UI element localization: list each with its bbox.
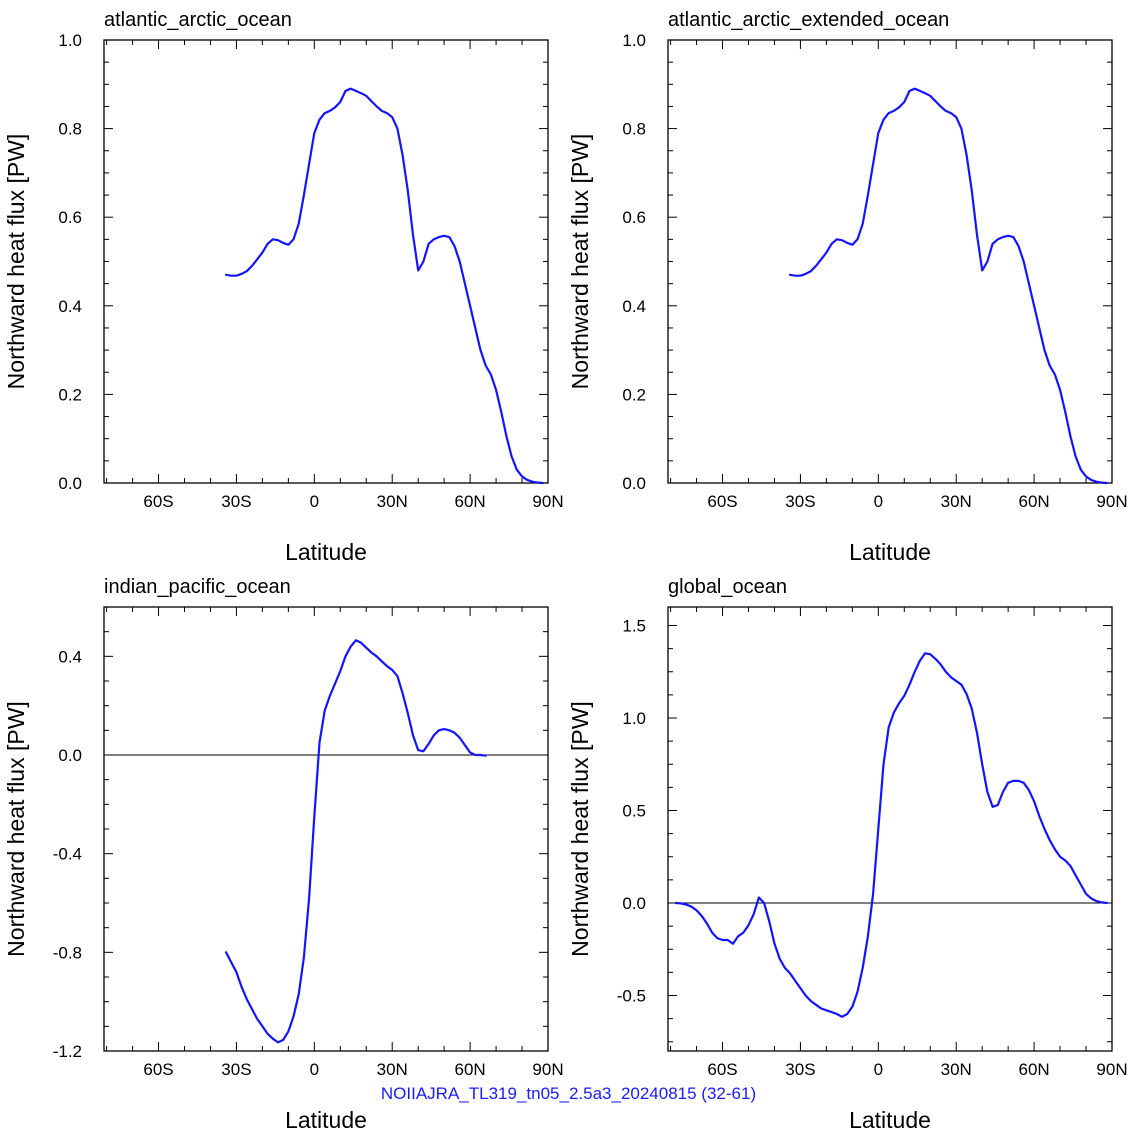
- y-tick-label: 0.8: [58, 120, 82, 139]
- panel-title: indian_pacific_ocean: [104, 576, 291, 598]
- x-axis-label: Latitude: [849, 539, 931, 565]
- x-tick-label: 0: [874, 492, 883, 511]
- y-tick-label: 0.6: [58, 208, 82, 227]
- x-tick-label: 0: [310, 492, 319, 511]
- x-axis-label: Latitude: [285, 539, 367, 565]
- heat-flux-series-line: [788, 87, 1108, 485]
- y-tick-label: 0.0: [58, 746, 82, 765]
- y-tick-label: -0.8: [53, 943, 82, 962]
- x-axis-label: Latitude: [285, 1107, 367, 1133]
- x-axis-label: Latitude: [849, 1107, 931, 1133]
- panel-title: global_ocean: [668, 576, 787, 598]
- y-tick-label: 1.0: [58, 31, 82, 50]
- x-tick-label: 60S: [707, 492, 737, 511]
- heat-flux-series-line: [224, 87, 544, 485]
- x-tick-label: 60N: [455, 492, 486, 511]
- y-tick-label: -0.4: [53, 845, 82, 864]
- plot-frame: [667, 39, 1113, 484]
- y-tick-label: -1.2: [53, 1042, 82, 1061]
- y-tick-label: 0.8: [622, 120, 646, 139]
- y-tick-label: 0.0: [58, 474, 82, 493]
- y-tick-label: 0.2: [622, 385, 646, 404]
- x-tick-label: 30N: [377, 492, 408, 511]
- y-axis-label: Northward heat flux [PW]: [3, 134, 29, 390]
- x-tick-label: 30N: [941, 492, 972, 511]
- y-tick-label: 0.2: [58, 385, 82, 404]
- x-tick-label: 30S: [785, 1060, 815, 1079]
- y-tick-label: 0.0: [622, 474, 646, 493]
- plot-frame: [667, 606, 1113, 1052]
- x-tick-label: 60N: [1019, 492, 1050, 511]
- x-tick-label: 90N: [532, 1060, 563, 1079]
- x-tick-label: 90N: [532, 492, 563, 511]
- y-tick-label: 0.4: [58, 647, 82, 666]
- plot-frame: [103, 606, 549, 1052]
- y-axis-label: Northward heat flux [PW]: [3, 701, 29, 957]
- x-tick-label: 0: [874, 1060, 883, 1079]
- x-tick-label: 60N: [1019, 1060, 1050, 1079]
- panel-atlantic-arctic-ocean: 60S 30S 0 30N 60N 90N 0.0 0.2 0.4 0.6 0.8 1.0 atlant…: [3, 9, 564, 565]
- x-tick-label: 60S: [707, 1060, 737, 1079]
- panel-title: atlantic_arctic_extended_ocean: [668, 9, 949, 31]
- y-tick-label: 1.0: [622, 31, 646, 50]
- panel-global-ocean: 60S 30S 0 30N 60N 90N -0.5 0.0 0.5 1.0 1.5 global_o…: [567, 576, 1128, 1133]
- plot-frame: [103, 39, 549, 484]
- x-tick-label: 90N: [1096, 1060, 1127, 1079]
- heat-flux-series-line: [674, 652, 1108, 1018]
- x-tick-label: 60S: [143, 1060, 173, 1079]
- panel-indian-pacific-ocean: 60S 30S 0 30N 60N 90N -1.2 -0.8 -0.4 0.0 0.4 indian…: [3, 576, 564, 1133]
- y-tick-label: 1.0: [622, 709, 646, 728]
- y-tick-label: 0.5: [622, 802, 646, 821]
- x-tick-label: 30S: [221, 492, 251, 511]
- y-tick-label: 0.4: [58, 297, 82, 316]
- y-axis-label: Northward heat flux [PW]: [567, 134, 593, 390]
- panel-title: atlantic_arctic_ocean: [104, 9, 292, 31]
- panel-atlantic-arctic-extended-ocean: 60S 30S 0 30N 60N 90N 0.0 0.2 0.4 0.6 0.8 1.0 atlant…: [567, 9, 1128, 565]
- x-tick-label: 30N: [377, 1060, 408, 1079]
- y-tick-label: 0.0: [622, 894, 646, 913]
- run-identifier-footer: NOIIAJRA_TL319_tn05_2.5a3_20240815 (32-6…: [380, 1084, 757, 1103]
- x-tick-label: 30N: [941, 1060, 972, 1079]
- x-tick-label: 60S: [143, 492, 173, 511]
- y-tick-label: 1.5: [622, 617, 646, 636]
- x-tick-label: 30S: [221, 1060, 251, 1079]
- y-tick-label: -0.5: [617, 987, 646, 1006]
- y-tick-label: 0.4: [622, 297, 646, 316]
- y-axis-label: Northward heat flux [PW]: [567, 701, 593, 957]
- x-tick-label: 60N: [455, 1060, 486, 1079]
- heat-flux-series-line: [224, 639, 487, 1044]
- x-tick-label: 30S: [785, 492, 815, 511]
- x-tick-label: 0: [310, 1060, 319, 1079]
- x-tick-label: 90N: [1096, 492, 1127, 511]
- y-tick-label: 0.6: [622, 208, 646, 227]
